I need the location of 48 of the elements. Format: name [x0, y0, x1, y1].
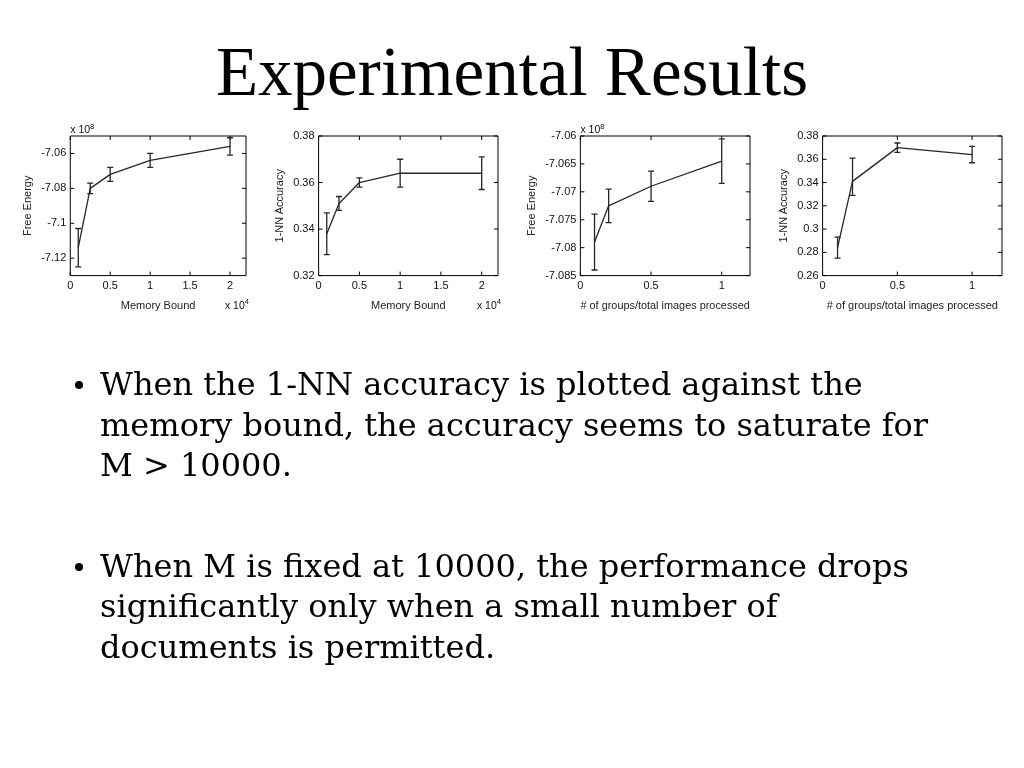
x-tick-label: 0	[315, 279, 322, 292]
y-tick-label: -7.075	[545, 212, 577, 225]
y-tick-label: 0.26	[797, 268, 819, 281]
y-axis-title: 1-NN Accuracy	[272, 168, 285, 243]
y-tick-label: 0.32	[293, 268, 315, 281]
x-tick-label: 0.5	[643, 279, 659, 292]
y-tick-label: 0.34	[293, 222, 315, 235]
x-tick-label: 0.5	[351, 279, 368, 292]
x-axis-title: Memory Bound	[371, 299, 446, 312]
y-tick-label: 0.38	[293, 129, 315, 142]
y-tick-label: -7.1	[47, 216, 67, 229]
y-tick-label: -7.08	[41, 181, 67, 194]
x-tick-label: 1.5	[182, 279, 198, 292]
x-tick-label: 1.5	[433, 279, 449, 292]
x-tick-label: 0.5	[102, 279, 118, 292]
y-tick-label: 0.3	[803, 222, 819, 235]
x-axis-title: # of groups/total images processed	[580, 299, 750, 312]
y-tick-label: 0.28	[797, 245, 819, 258]
y-axis-title: Free Energy	[524, 175, 537, 237]
y-tick-label: -7.08	[551, 240, 577, 253]
y-tick-label: -7.06	[551, 129, 577, 142]
x-tick-label: 0	[577, 279, 584, 292]
y-tick-label: -7.12	[41, 251, 67, 264]
text: When the 1-NN accuracy is plotted against the memory bound, the accuracy seems to saturate for M > 10000.	[100, 365, 929, 484]
y-tick-label: -7.06	[41, 146, 67, 159]
x-axis-title: # of groups/total images processed	[826, 299, 998, 312]
x-tick-label: 1	[147, 279, 154, 292]
y-tick-label: 0.38	[797, 129, 819, 142]
x-tick-label: 0	[67, 279, 74, 292]
x-tick-label: 2	[226, 279, 234, 292]
x-tick-label: 2	[478, 279, 485, 292]
text: When M is fixed at 10000, the performance drops significantly only when a small number of documents is permitted.	[100, 546, 909, 666]
y-tick-label: -7.07	[551, 184, 577, 197]
x-tick-label: 1	[397, 279, 404, 292]
x-tick-label: 1	[718, 279, 725, 292]
x-tick-label: 0	[819, 279, 826, 292]
y-tick-label: 0.32	[797, 198, 819, 211]
y-tick-label: 0.36	[797, 152, 819, 165]
text: Experimental Results	[214, 34, 810, 110]
y-tick-label: 0.34	[797, 175, 819, 188]
x-axis-title: Memory Bound	[120, 299, 196, 312]
x-tick-label: 0.5	[889, 279, 905, 292]
y-tick-label: -7.065	[545, 156, 577, 169]
y-axis-title: Free Energy	[20, 175, 33, 237]
y-tick-label: 0.36	[293, 175, 315, 188]
y-axis-title: 1-NN Accuracy	[776, 168, 789, 243]
y-tick-label: -7.085	[545, 268, 577, 281]
x-tick-label: 1	[969, 279, 976, 292]
